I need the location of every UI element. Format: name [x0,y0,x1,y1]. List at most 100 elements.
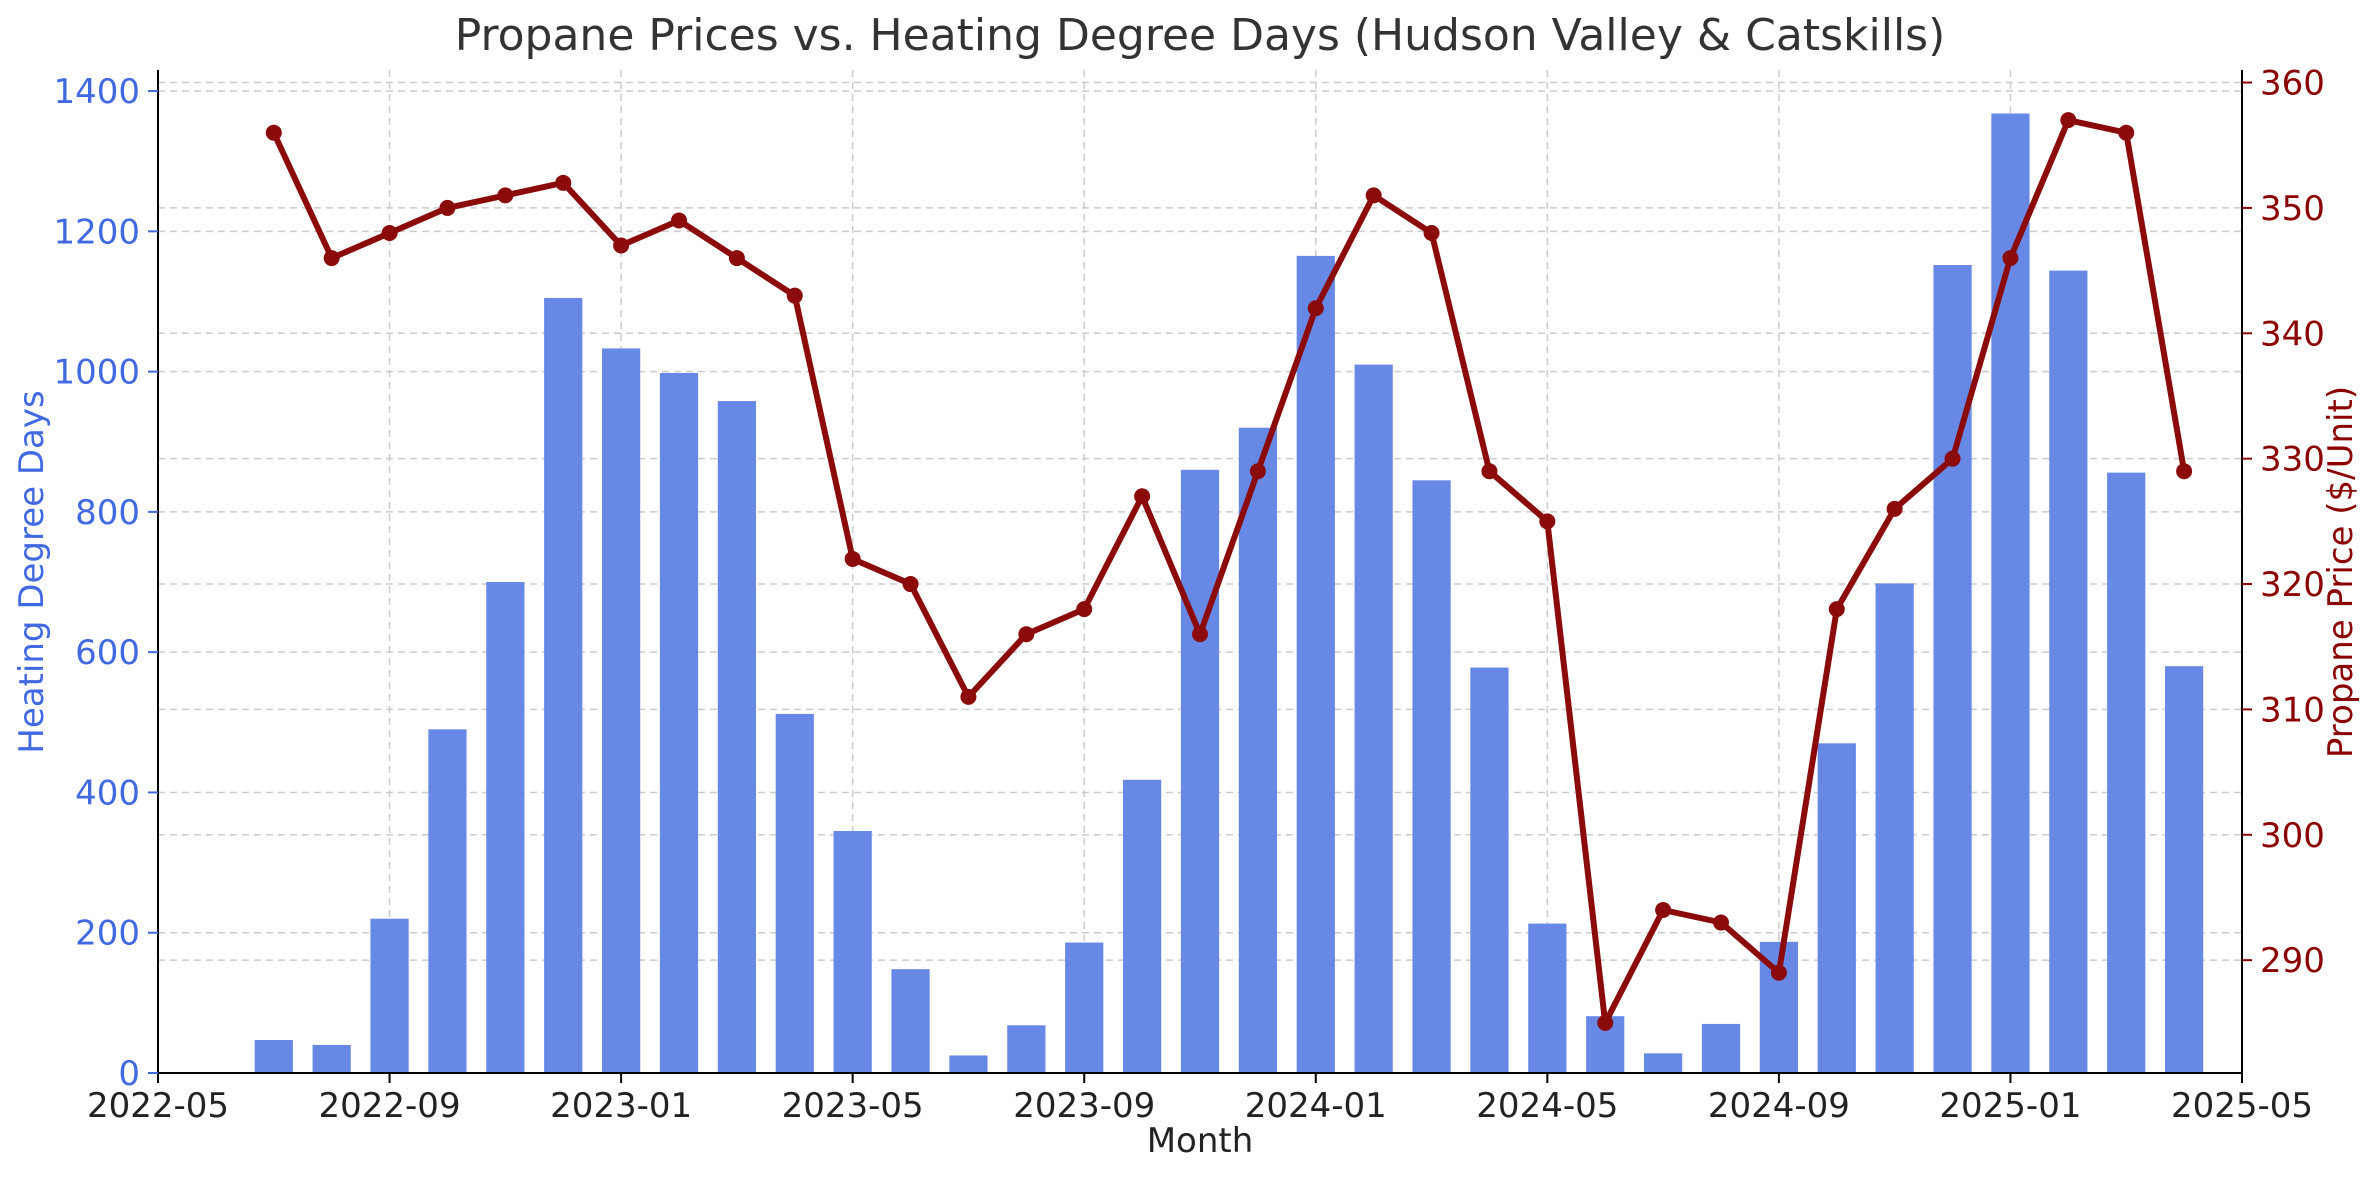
price-point [786,287,803,304]
x-tick-label: 2023-05 [782,1086,924,1126]
bar [1238,427,1277,1074]
price-point [960,688,977,705]
bar [1933,264,1972,1074]
bar [717,401,756,1073]
price-point [2176,463,2193,480]
left-y-axis-title: Heating Degree Days [12,390,52,753]
price-point [1018,626,1035,643]
x-tick-label: 2023-09 [1013,1086,1155,1126]
price-point [2002,250,2019,267]
x-tick-label: 2024-09 [1708,1086,1850,1126]
bar [2107,472,2146,1073]
price-point [1307,300,1324,317]
price-point [381,224,398,241]
price-point [1597,1014,1614,1031]
bar [1875,583,1914,1073]
bar-series [254,113,2204,1074]
price-point [671,212,687,229]
left-y-tick-label: 1200 [53,212,140,252]
bar [428,729,467,1073]
x-tick-label: 2022-09 [319,1086,461,1126]
price-point [1770,964,1787,981]
bar [370,918,409,1073]
bar [254,1040,293,1073]
bar [1644,1053,1683,1073]
bar [602,348,641,1074]
right-y-tick-label: 330 [2260,440,2325,480]
right-y-tick-label: 300 [2260,816,2325,856]
bar [1123,779,1162,1073]
price-point [1423,224,1440,241]
price-point [1076,601,1093,618]
price-point [1713,914,1729,931]
right-y-tick-label: 290 [2260,941,2325,981]
bar [544,297,583,1073]
x-tick-label: 2022-05 [87,1086,229,1126]
price-point [1134,488,1151,505]
bar [1991,113,2030,1074]
bar [1412,480,1451,1073]
chart-title: Propane Prices vs. Heating Degree Days (… [455,10,1946,61]
bar [1817,743,1856,1073]
bar [2049,270,2088,1074]
x-axis-title: Month [1147,1121,1254,1161]
x-tick-label: 2025-05 [2171,1086,2313,1126]
price-point [844,550,861,567]
price-line [271,117,2188,1026]
bar [949,1055,988,1073]
price-point [1886,500,1903,517]
right-y-tick-label: 350 [2260,189,2325,229]
x-tick-label: 2024-01 [1245,1086,1387,1126]
bar [2165,666,2204,1073]
bar [1701,1023,1741,1073]
right-y-tick-label: 340 [2260,314,2325,354]
bar [1528,923,1567,1073]
price-point [265,124,282,141]
bar [486,582,525,1073]
price-point [613,237,630,254]
price-point [439,199,456,216]
price-point [497,187,514,204]
price-point [1249,463,1266,480]
left-y-tick-label: 400 [75,773,140,813]
right-y-tick-label: 320 [2260,565,2325,605]
price-point [902,576,919,593]
bar [1007,1025,1046,1073]
x-tick-label: 2024-05 [1476,1086,1618,1126]
price-point [1828,601,1845,618]
line-series [265,112,2193,1031]
bar [1065,942,1104,1073]
bar [891,969,930,1073]
bar [659,373,699,1074]
bar [312,1044,351,1073]
left-y-tick-label: 0 [118,1054,140,1094]
price-point [1365,187,1382,204]
bar [1180,469,1220,1073]
x-tick-label: 2023-01 [550,1086,692,1126]
price-point [555,174,572,191]
price-point [1655,902,1672,919]
left-y-tick-label: 1400 [53,72,140,112]
left-y-tick-label: 800 [75,493,140,533]
price-point [1192,626,1208,643]
price-point [323,250,340,267]
left-y-tick-label: 600 [75,633,140,673]
price-point [1481,463,1498,480]
left-y-tick-label: 1000 [53,353,140,393]
price-point [728,250,745,267]
x-tick-label: 2025-01 [1939,1086,2081,1126]
price-point [2118,124,2135,141]
price-point [1944,450,1961,467]
bar [833,831,872,1073]
right-y-axis-title: Propane Price ($/Unit) [2321,386,2361,758]
price-point [2060,112,2077,129]
price-point [1539,513,1556,530]
bar [1296,255,1335,1074]
right-y-tick-label: 310 [2260,690,2325,730]
left-y-tick-label: 200 [75,914,140,954]
bar [1354,364,1393,1073]
right-y-tick-label: 360 [2260,64,2325,104]
axes: 2022-05 2022-09 2023-01 2023-05 2023-09 2024-… [53,64,2324,1126]
